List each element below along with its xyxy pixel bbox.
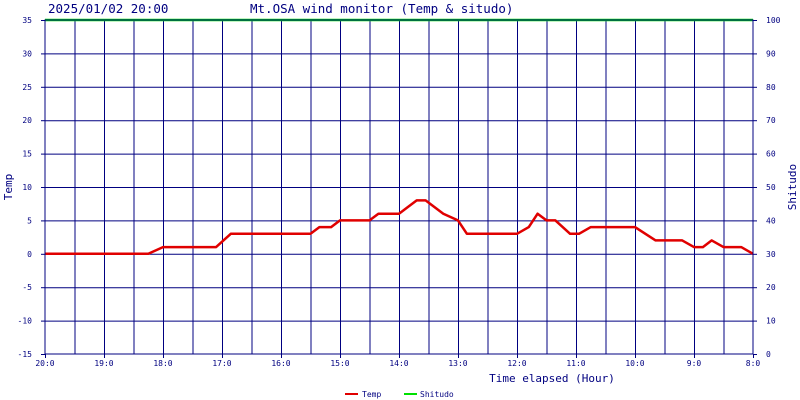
x-tick-label: 11:0 (566, 359, 585, 368)
y-tick-label-right: 90 (766, 49, 776, 58)
x-tick-label: 13:0 (448, 359, 467, 368)
x-tick-label: 17:0 (212, 359, 231, 368)
y-tick-label-right: 70 (766, 116, 776, 125)
y-tick-label-right: 40 (766, 216, 776, 225)
x-tick-label: 9:0 (687, 359, 702, 368)
legend-label-temp: Temp (362, 390, 381, 399)
x-tick-label: 19:0 (94, 359, 113, 368)
x-tick-label: 18:0 (153, 359, 172, 368)
x-tick-label: 8:0 (746, 359, 761, 368)
x-tick-label: 20:0 (35, 359, 54, 368)
y-tick-label-left: 25 (22, 83, 32, 92)
y-tick-label-left: 30 (22, 49, 32, 58)
y-tick-label-right: 100 (766, 16, 781, 25)
x-tick-label: 10:0 (625, 359, 644, 368)
y-tick-label-left: -15 (18, 350, 33, 359)
y-tick-label-left: -10 (18, 317, 33, 326)
y-tick-label-left: 15 (22, 150, 32, 159)
x-axis-label: Time elapsed (Hour) (489, 372, 615, 385)
chart-title: Mt.OSA wind monitor (Temp & situdo) (250, 1, 513, 16)
x-tick-label: 14:0 (389, 359, 408, 368)
y-tick-label-right: 20 (766, 283, 776, 292)
y-axis-right-label: Shitudo (786, 164, 799, 210)
y-tick-label-right: 80 (766, 83, 776, 92)
y-tick-label-right: 0 (766, 350, 771, 359)
y-tick-label-left: 35 (22, 16, 32, 25)
y-tick-label-left: 10 (22, 183, 32, 192)
y-tick-label-right: 60 (766, 150, 776, 159)
tick-layer: 35302520151050-5-10-15100908070605040302… (18, 16, 781, 368)
series-line-temp (45, 199, 754, 256)
y-tick-label-right: 50 (766, 183, 776, 192)
timestamp: 2025/01/02 20:00 (48, 1, 168, 16)
legend-label-shitudo: Shitudo (420, 390, 454, 399)
y-tick-label-left: 20 (22, 116, 32, 125)
y-axis-left-label: Temp (2, 174, 15, 201)
y-tick-label-left: 0 (27, 250, 32, 259)
y-tick-label-left: -5 (22, 283, 32, 292)
x-tick-label: 12:0 (507, 359, 526, 368)
y-tick-label-left: 5 (27, 216, 32, 225)
grid-layer (45, 20, 753, 354)
legend: Temp Shitudo (345, 390, 454, 399)
x-tick-label: 16:0 (271, 359, 290, 368)
y-tick-label-right: 30 (766, 250, 776, 259)
y-tick-label-right: 10 (766, 317, 776, 326)
x-tick-label: 15:0 (330, 359, 349, 368)
